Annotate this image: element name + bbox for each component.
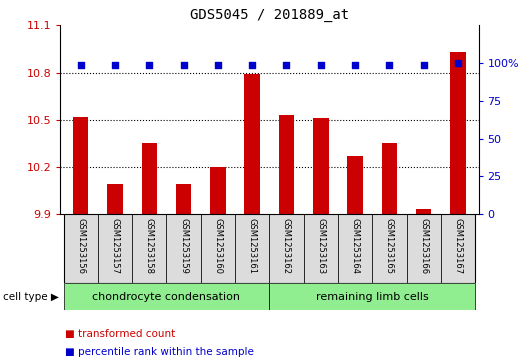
Text: GSM1253164: GSM1253164 [350,218,360,274]
Point [385,62,394,68]
Bar [338,214,372,283]
Point [111,62,119,68]
Text: GSM1253161: GSM1253161 [248,218,257,274]
Bar [279,115,294,214]
Text: GSM1253158: GSM1253158 [145,218,154,274]
Bar [304,214,338,283]
Point [282,62,291,68]
Bar [107,184,123,214]
Bar [64,214,98,283]
Text: GSM1253162: GSM1253162 [282,218,291,274]
Bar [64,283,269,310]
Bar [441,214,475,283]
Bar [98,214,132,283]
Text: GSM1253160: GSM1253160 [213,218,222,274]
Bar [347,156,363,214]
Bar [313,118,328,214]
Text: GSM1253165: GSM1253165 [385,218,394,274]
Point [214,62,222,68]
Point [179,62,188,68]
Bar [406,214,441,283]
Text: ■ transformed count: ■ transformed count [65,329,176,339]
Bar [132,214,166,283]
Bar [73,117,88,214]
Point [145,62,153,68]
Bar [210,167,225,214]
Bar [201,214,235,283]
Bar [269,283,475,310]
Bar [372,214,406,283]
Text: GSM1253167: GSM1253167 [453,218,462,274]
Point [351,62,359,68]
Bar [450,52,465,214]
Point [419,62,428,68]
Text: cell type ▶: cell type ▶ [3,292,59,302]
Text: GSM1253159: GSM1253159 [179,218,188,273]
Bar [244,74,260,214]
Title: GDS5045 / 201889_at: GDS5045 / 201889_at [190,8,349,22]
Bar [416,209,431,214]
Text: GSM1253166: GSM1253166 [419,218,428,274]
Text: GSM1253157: GSM1253157 [110,218,120,274]
Point [248,62,256,68]
Text: remaining limb cells: remaining limb cells [316,292,429,302]
Bar [176,184,191,214]
Bar [382,143,397,214]
Bar [142,143,157,214]
Bar [166,214,201,283]
Text: GSM1253163: GSM1253163 [316,218,325,274]
Point [454,60,462,66]
Text: ■ percentile rank within the sample: ■ percentile rank within the sample [65,347,254,357]
Point [76,62,85,68]
Text: chondrocyte condensation: chondrocyte condensation [93,292,241,302]
Text: GSM1253156: GSM1253156 [76,218,85,274]
Bar [269,214,304,283]
Bar [235,214,269,283]
Point [316,62,325,68]
